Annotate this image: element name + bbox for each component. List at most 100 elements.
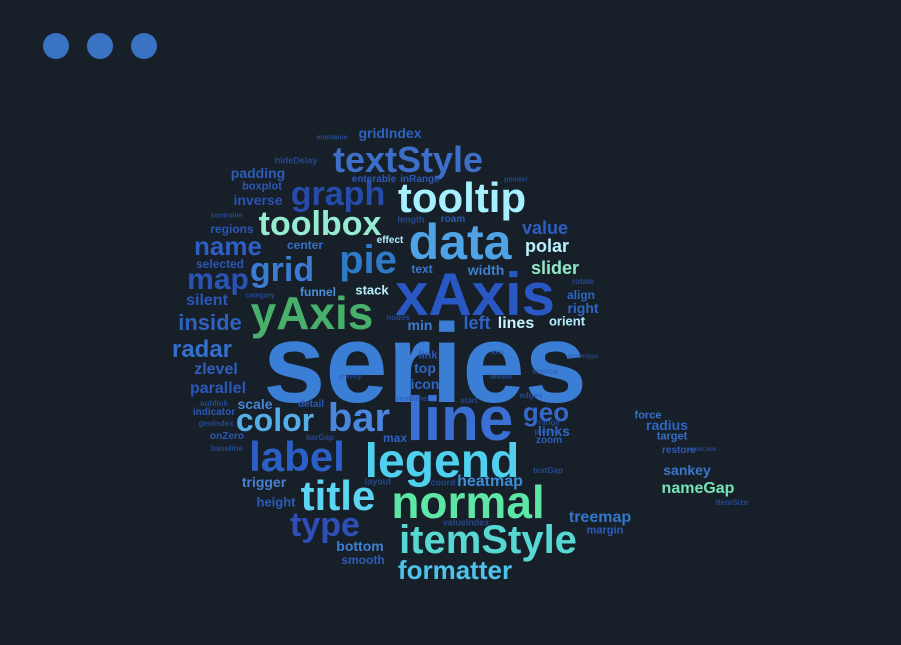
word-scale: scale xyxy=(237,396,273,412)
window-close-dot[interactable] xyxy=(43,33,69,59)
word-inverse: inverse xyxy=(233,192,283,208)
word-value: value xyxy=(521,218,569,238)
word-trigger: trigger xyxy=(241,474,287,490)
word-toolbox: toolbox xyxy=(258,205,382,243)
word-category: category xyxy=(245,292,275,300)
word-axis: axis xyxy=(491,349,505,357)
word-graph: graph xyxy=(290,175,386,213)
word-nodes: nodes xyxy=(386,313,410,322)
word-baseline: baseline xyxy=(210,444,244,453)
word-nodeclick: nodeClick xyxy=(687,447,717,453)
word-gridindex: gridIndex xyxy=(358,125,422,141)
word-range: range xyxy=(538,418,560,427)
word-bargap: barGap xyxy=(305,433,335,442)
window-maximize-dot[interactable] xyxy=(131,33,157,59)
word-silent: silent xyxy=(186,292,228,309)
word-sankey: sankey xyxy=(663,462,711,478)
word-max: max xyxy=(382,431,408,445)
word-label: label xyxy=(249,433,345,480)
word-right: right xyxy=(567,300,599,316)
word-geo: geo xyxy=(522,397,570,427)
word-margin: margin xyxy=(586,524,624,537)
word-inrange: inRange xyxy=(400,174,440,185)
word-sublink: sublink xyxy=(199,399,229,408)
word-radar: radar xyxy=(171,336,233,363)
word-heatmap: heatmap xyxy=(457,473,523,490)
word-coord: coord xyxy=(430,477,456,488)
word-target: target xyxy=(656,430,688,443)
word-selected: selected xyxy=(195,257,245,271)
word-align: align xyxy=(566,288,596,302)
word-grid: grid xyxy=(249,251,315,289)
word-left: left xyxy=(463,313,491,333)
word-tooltip: tooltip xyxy=(397,174,527,221)
word-icon: icon xyxy=(410,376,440,392)
word-realtime: realtime xyxy=(396,394,428,403)
word-force: force xyxy=(634,409,662,422)
word-data: data xyxy=(408,214,512,270)
word-edges: edges xyxy=(519,391,543,400)
word-lines: lines xyxy=(497,315,535,332)
word-xaxis: xAxis xyxy=(394,261,556,328)
word-textgap: textGap xyxy=(533,466,563,475)
word-inside: inside xyxy=(178,310,242,335)
word-normal: normal xyxy=(391,476,545,528)
word-treemap: treemap xyxy=(568,509,632,526)
word-length: length xyxy=(397,214,425,225)
word-zoom: zoom xyxy=(535,435,563,446)
word-radius: radius xyxy=(645,417,689,433)
word-smooth: smooth xyxy=(341,553,385,567)
word-title: title xyxy=(300,472,376,519)
word-valueindex: valueIndex xyxy=(442,517,490,528)
word-legend: legend xyxy=(364,435,520,488)
word-yaxis: yAxis xyxy=(250,287,374,339)
word-parallel: parallel xyxy=(189,380,247,397)
word-regions: regions xyxy=(210,222,254,236)
word-geoindex: geoIndex xyxy=(198,419,234,428)
word-levels: levels xyxy=(489,372,513,381)
word-indicator: indicator xyxy=(192,407,236,418)
word-formatter: formatter xyxy=(397,555,513,585)
word-line: line xyxy=(406,385,514,454)
word-start: start xyxy=(460,396,478,405)
word-center: center xyxy=(286,238,324,252)
word-brushtype: brushType xyxy=(567,354,599,360)
word-endvalue: endValue xyxy=(316,134,348,142)
word-polar: polar xyxy=(524,236,570,256)
word-pieces: pieces xyxy=(534,427,560,436)
word-rotate: rotate xyxy=(571,277,595,286)
word-roam: roam xyxy=(440,214,466,225)
word-zlevel: zlevel xyxy=(194,361,238,378)
word-slider: slider xyxy=(530,258,580,278)
word-gravity: gravity xyxy=(338,373,362,381)
word-pointer: pointer xyxy=(504,176,528,184)
word-series: series xyxy=(263,301,587,426)
window-minimize-dot[interactable] xyxy=(87,33,113,59)
word-stack: stack xyxy=(355,282,389,298)
word-text: text xyxy=(411,262,433,276)
word-orient: orient xyxy=(548,313,586,329)
word-padding: padding xyxy=(230,165,286,181)
word-width: width xyxy=(467,262,505,278)
word-bar: bar xyxy=(327,396,391,440)
word-name: name xyxy=(194,231,262,261)
word-detail: detail xyxy=(297,399,325,410)
word-enterable: enterable xyxy=(351,174,397,185)
word-bottom: bottom xyxy=(336,538,384,554)
word-restore: restore xyxy=(662,445,696,456)
word-links: links xyxy=(538,423,570,439)
word-height: height xyxy=(256,494,296,510)
word-funnel: funnel xyxy=(300,285,336,299)
word-min: min xyxy=(407,317,433,333)
word-onzero: onZero xyxy=(210,431,244,442)
word-layout: layout xyxy=(364,476,392,487)
word-textstyle: textStyle xyxy=(332,139,484,180)
word-effect: effect xyxy=(376,235,404,246)
word-color: color xyxy=(235,402,315,438)
word-itemstyle: itemStyle xyxy=(399,518,577,562)
word-pie: pie xyxy=(339,238,397,282)
word-itemsize: itemSize xyxy=(715,498,749,507)
word-link: link xyxy=(418,349,438,362)
word-map: map xyxy=(187,263,249,296)
